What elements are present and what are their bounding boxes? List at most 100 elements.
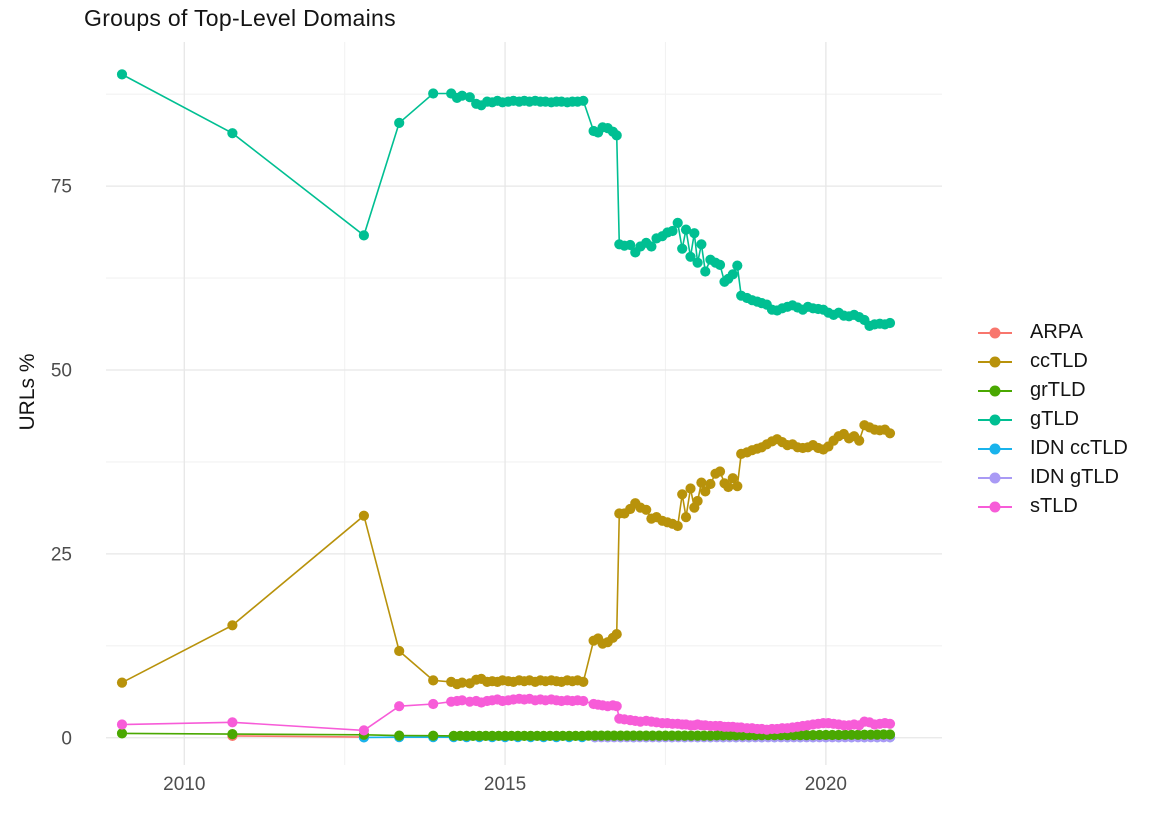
data-point [692, 257, 703, 268]
data-point [714, 466, 726, 477]
data-point [672, 217, 683, 228]
series-line [232, 735, 364, 738]
legend-label: IDN ccTLD [1030, 437, 1128, 459]
legend-label: grTLD [1030, 379, 1086, 401]
data-point [457, 677, 468, 688]
legend-label: sTLD [1030, 495, 1078, 517]
legend-item-arpa: ARPA [978, 318, 1128, 347]
legend-item-cctld: ccTLD [978, 347, 1128, 376]
y-tick-label: 75 [51, 177, 72, 198]
data-point [646, 241, 657, 252]
data-point [714, 259, 726, 270]
data-point [705, 478, 716, 490]
data-point [884, 428, 896, 439]
data-point [464, 92, 475, 103]
data-point [116, 728, 128, 739]
data-point [696, 239, 707, 250]
gridlines [106, 42, 942, 765]
data-point [677, 489, 688, 500]
data-point [685, 483, 696, 494]
legend-item-idn-cctld: IDN ccTLD [978, 434, 1128, 463]
data-point [692, 495, 703, 507]
data-point [358, 510, 369, 521]
legend-key-dot [989, 414, 1001, 425]
legend-label: IDN gTLD [1030, 466, 1119, 488]
data-point [700, 486, 711, 497]
data-point [680, 224, 692, 235]
x-tick-label: 2015 [484, 774, 526, 795]
data-point [611, 130, 622, 141]
y-tick-label: 25 [51, 544, 72, 565]
data-point [611, 701, 622, 712]
data-point [732, 260, 743, 271]
data-point [394, 701, 405, 712]
x-tick-label: 2010 [163, 774, 205, 795]
data-point [578, 95, 589, 106]
data-point [732, 481, 743, 492]
legend-label: ccTLD [1030, 350, 1088, 372]
legend-key-icon [978, 327, 1012, 338]
data-point [667, 225, 678, 237]
legend-label: ARPA [1030, 321, 1083, 343]
data-point [116, 677, 128, 688]
data-point [625, 239, 636, 251]
series-line [121, 73, 891, 327]
data-point [394, 730, 405, 741]
legend-item-grtld: grTLD [978, 376, 1128, 405]
data-point [727, 473, 738, 484]
legend-label: gTLD [1030, 408, 1079, 430]
legend-key-dot [989, 385, 1001, 396]
legend-item-gtld: gTLD [978, 405, 1128, 434]
legend-key-dot [989, 501, 1001, 512]
legend-key-icon [978, 443, 1012, 454]
data-point [884, 729, 896, 740]
series-stld [116, 693, 896, 736]
series-cctld [116, 420, 896, 690]
data-point [854, 435, 865, 446]
axis-tick-labels: 0 25 50 75 2010 2015 2020 [51, 177, 847, 795]
data-point [116, 719, 128, 730]
data-point [394, 645, 405, 657]
y-axis-title: URLs % [16, 353, 39, 431]
legend-key-dot [989, 356, 1001, 367]
data-point [689, 228, 700, 239]
data-point [358, 230, 369, 241]
data-point [428, 730, 439, 741]
data-point [116, 69, 128, 80]
data-point [884, 718, 896, 729]
y-tick-label: 0 [61, 728, 72, 749]
legend-key-icon [978, 414, 1012, 425]
data-point [727, 269, 738, 280]
legend-key-icon [978, 501, 1012, 512]
legend-key-dot [989, 327, 1001, 338]
data-point [428, 698, 439, 710]
legend: ARPA ccTLD grTLD gTLD IDN ccTLD IDN gTLD sTLD [978, 318, 1128, 521]
y-tick-label: 50 [51, 361, 72, 382]
series-gtld [116, 69, 896, 331]
data-point [358, 725, 369, 736]
data-point [723, 481, 734, 493]
data-point [227, 620, 238, 631]
data-point [394, 117, 405, 128]
data-point [428, 88, 439, 99]
data-point [696, 477, 707, 488]
data-point [672, 520, 683, 532]
data-point [611, 629, 622, 640]
data-point [680, 511, 692, 523]
data-point [700, 266, 711, 277]
data-point [227, 729, 238, 740]
legend-key-dot [989, 443, 1001, 454]
data-point [578, 676, 589, 688]
legend-key-icon [978, 472, 1012, 483]
series-line [121, 424, 891, 685]
legend-key-icon [978, 385, 1012, 396]
data-point [677, 243, 688, 254]
data-point [685, 251, 696, 262]
legend-item-stld: sTLD [978, 492, 1128, 521]
data-point [227, 717, 238, 728]
x-tick-label: 2020 [805, 774, 847, 795]
data-point [641, 504, 652, 515]
data-point [457, 695, 468, 706]
